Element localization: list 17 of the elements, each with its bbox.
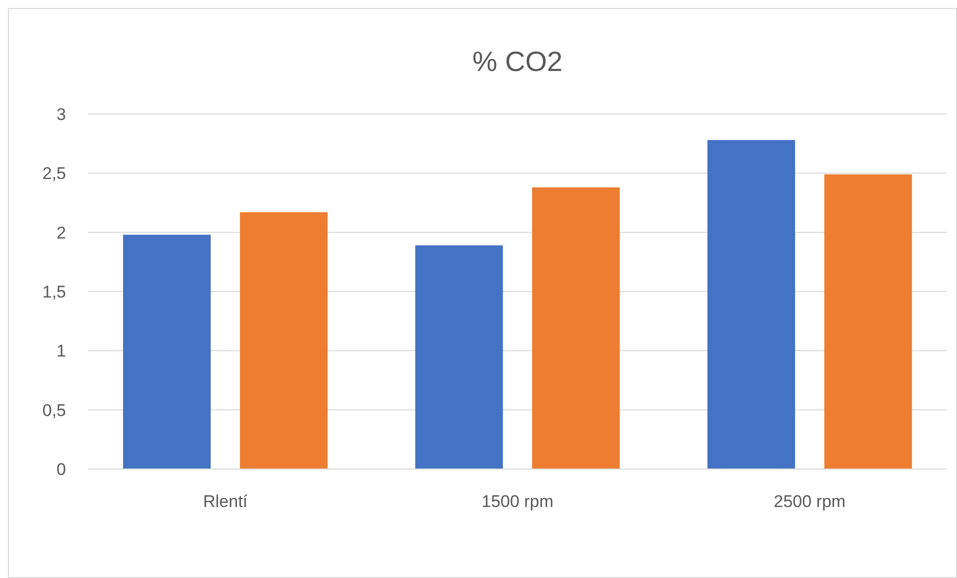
x-tick-label: 1500 rpm: [482, 492, 554, 511]
y-tick-label: 1: [56, 342, 66, 361]
y-tick-label: 2: [56, 223, 66, 242]
y-tick-label: 2,5: [42, 164, 66, 184]
bar: [532, 187, 620, 469]
x-tick-label: 2500 rpm: [774, 492, 846, 511]
y-tick-label: 3: [56, 104, 66, 124]
bar: [240, 212, 328, 469]
bar: [123, 234, 211, 469]
bar: [415, 245, 503, 469]
x-tick-label: Rlentí: [203, 492, 248, 511]
bar: [824, 174, 912, 469]
chart-title: % CO2: [472, 46, 563, 77]
y-tick-label: 0,5: [42, 400, 66, 420]
y-tick-label: 0: [56, 460, 66, 479]
bar: [707, 140, 796, 469]
y-tick-label: 1,5: [42, 282, 66, 302]
